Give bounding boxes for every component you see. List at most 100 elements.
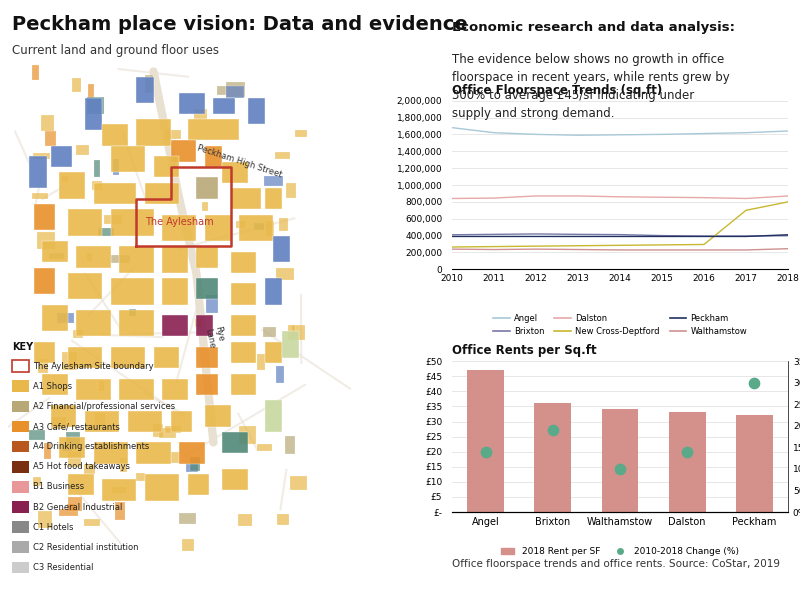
Bar <box>263 327 276 337</box>
Bar <box>94 183 137 204</box>
Bar <box>196 347 218 368</box>
Bar <box>77 379 110 400</box>
Angel <box>615 131 625 139</box>
Bar <box>202 202 208 211</box>
Bar <box>153 424 163 437</box>
Bar <box>68 209 102 236</box>
Bar <box>190 457 200 471</box>
Bar <box>87 253 92 261</box>
Bar <box>38 232 54 249</box>
Bar <box>230 284 256 305</box>
Text: Office floorspace trends and office rents. Source: CoStar, 2019: Office floorspace trends and office rent… <box>452 559 780 570</box>
Bar <box>162 214 196 241</box>
Bar <box>226 86 244 98</box>
Angel <box>447 124 457 131</box>
Bar <box>12 361 29 372</box>
Bar <box>129 308 136 316</box>
Bar <box>57 313 74 323</box>
Bar <box>34 204 55 230</box>
Angel <box>699 130 709 137</box>
2010-2018 Change (%) <box>614 464 626 474</box>
Bar <box>669 413 706 512</box>
Bar <box>265 342 282 363</box>
New Cross-Deptford <box>658 242 667 249</box>
Bar <box>51 417 66 429</box>
Angel <box>490 129 499 136</box>
Bar <box>145 183 179 204</box>
Angel <box>531 131 541 138</box>
Bar <box>136 442 170 464</box>
New Cross-Deptford <box>573 242 582 249</box>
Bar <box>274 236 290 262</box>
Bar <box>258 443 272 451</box>
Peckham <box>447 233 457 240</box>
Bar <box>239 426 256 445</box>
Bar <box>59 437 85 458</box>
Bar <box>162 315 188 336</box>
Bar <box>63 445 72 451</box>
Brixton <box>741 233 750 240</box>
Text: A4 Drinking establishments: A4 Drinking establishments <box>33 442 149 451</box>
Bar <box>110 347 145 368</box>
Bar <box>188 119 239 140</box>
Bar <box>467 370 504 512</box>
Bar <box>45 131 55 146</box>
Bar <box>12 421 29 432</box>
Bar <box>275 152 290 159</box>
Bar <box>33 153 50 159</box>
Bar <box>179 93 205 114</box>
Legend: 2018 Rent per SF, 2010-2018 Change (%): 2018 Rent per SF, 2010-2018 Change (%) <box>497 544 743 560</box>
Bar <box>38 359 48 373</box>
Bar <box>230 315 256 336</box>
Dalston <box>783 192 793 200</box>
Bar <box>279 218 287 231</box>
Bar <box>292 325 306 340</box>
Peckham <box>615 233 625 240</box>
2010-2018 Change (%) <box>479 447 492 456</box>
Brixton <box>490 231 499 238</box>
Bar <box>179 442 205 464</box>
Bar <box>34 477 41 486</box>
Bar <box>276 268 294 280</box>
Bar <box>205 214 230 241</box>
Bar <box>136 119 170 146</box>
Dalston <box>741 195 750 202</box>
Bar <box>236 221 246 229</box>
Bar <box>42 305 68 331</box>
Bar <box>110 278 154 305</box>
Bar <box>222 162 248 183</box>
Bar <box>32 193 48 199</box>
Bar <box>110 146 145 172</box>
Text: Economic research and data analysis:: Economic research and data analysis: <box>452 21 735 34</box>
Bar <box>128 411 162 432</box>
Walthamstow <box>741 246 750 253</box>
Text: Rye
Lane: Rye Lane <box>202 325 226 349</box>
Bar <box>295 130 307 137</box>
Bar <box>194 109 207 119</box>
Bar <box>248 98 265 124</box>
Text: The evidence below shows no growth in office
floorspace in recent years, while r: The evidence below shows no growth in of… <box>452 53 730 120</box>
Bar <box>102 480 136 501</box>
Bar <box>95 413 105 426</box>
Bar <box>171 452 180 463</box>
Bar <box>222 469 248 490</box>
New Cross-Deptford <box>447 243 457 250</box>
Bar <box>51 146 72 167</box>
Walthamstow <box>658 246 667 253</box>
Bar <box>119 246 154 273</box>
Text: C3 Residential: C3 Residential <box>33 563 94 572</box>
Bar <box>115 503 126 520</box>
Bar <box>98 381 104 391</box>
New Cross-Deptford <box>783 198 793 205</box>
Text: The Aylesham Site boundary: The Aylesham Site boundary <box>33 362 154 371</box>
Bar <box>186 464 198 472</box>
Dalston <box>615 193 625 200</box>
Brixton <box>573 231 582 238</box>
Bar <box>12 522 29 533</box>
Bar <box>266 221 274 236</box>
New Cross-Deptford <box>490 243 499 250</box>
New Cross-Deptford <box>699 241 709 248</box>
Bar <box>84 519 100 526</box>
Bar <box>119 310 154 336</box>
Bar <box>170 140 196 162</box>
